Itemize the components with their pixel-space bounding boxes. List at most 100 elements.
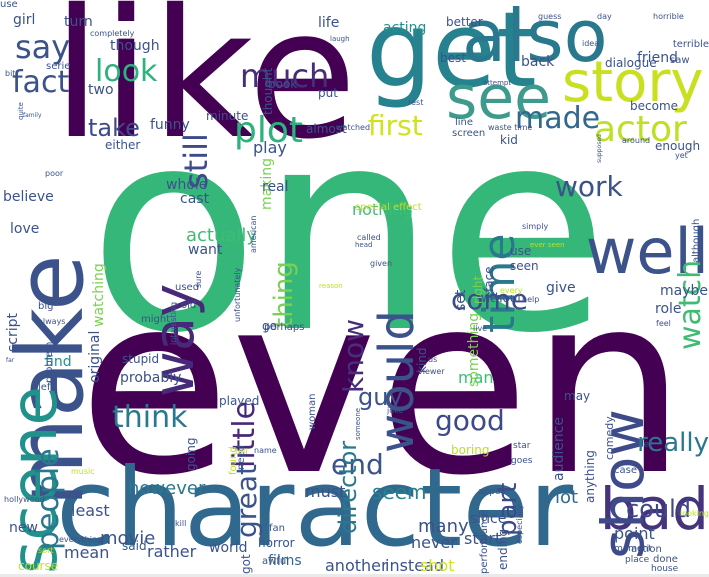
word-tell: tell: [235, 447, 248, 456]
word-give: give: [546, 280, 576, 296]
word-life: life: [318, 15, 340, 31]
word-looking: looking: [679, 509, 709, 518]
word-played: played: [219, 394, 260, 408]
word-music: music: [71, 467, 95, 476]
word-even: even: [78, 242, 688, 530]
word-poor: poor: [45, 169, 64, 178]
word-love: love: [10, 221, 40, 237]
word-moment: moment: [614, 544, 652, 554]
word-live: live: [473, 324, 488, 333]
word-head: head: [355, 241, 373, 249]
word-course: course: [18, 559, 59, 573]
word-actor: actor: [594, 109, 687, 150]
word-put: put: [318, 86, 338, 100]
word-script: script: [5, 313, 21, 353]
word-work: work: [555, 170, 623, 203]
word-want: want: [188, 242, 223, 258]
word-new: new: [9, 520, 38, 536]
word-great: great: [230, 463, 263, 538]
word-woman: woman: [307, 393, 318, 430]
word-family: family: [23, 112, 42, 119]
word-around: around: [622, 136, 651, 145]
word-place: place: [625, 555, 650, 565]
word-line: line: [455, 117, 474, 128]
word-supposed: supposed: [596, 133, 603, 163]
word-boring: boring: [451, 443, 490, 457]
word-performance: performance: [479, 509, 490, 574]
word-watched: watched: [336, 123, 371, 132]
word-end: end: [331, 448, 384, 481]
word-interesting: interesting: [169, 301, 178, 345]
word-kid: kid: [500, 133, 518, 147]
word-almost: almost: [306, 122, 347, 136]
word-especially: especially: [515, 504, 524, 544]
word-real: real: [262, 179, 289, 195]
word-american: american: [249, 215, 258, 254]
word-turn: turn: [64, 14, 93, 30]
word-rather: rather: [147, 542, 197, 561]
word-hollywood: hollywood: [4, 495, 45, 504]
word-come: come: [451, 283, 529, 316]
word-us: us: [428, 355, 438, 364]
word-minute: minute: [206, 109, 249, 123]
word-problem: problem: [44, 341, 55, 383]
word-start: start: [464, 529, 502, 548]
word-day: day: [597, 12, 612, 21]
word-lot: lot: [555, 487, 579, 508]
word-may: may: [564, 389, 591, 403]
word-better: better: [446, 15, 483, 29]
word-thing: thing: [269, 261, 299, 328]
word-yet: yet: [675, 151, 688, 160]
word-like: like: [52, 0, 358, 178]
word-everything: everything: [59, 535, 103, 544]
word-thought: thought: [261, 68, 275, 116]
word-however: however: [128, 478, 206, 499]
word-probably: probably: [120, 370, 182, 386]
word-see: see: [446, 63, 552, 133]
word-least: least: [71, 501, 110, 520]
word-ending: ending: [496, 529, 510, 571]
word-say: say: [15, 28, 71, 66]
word-become: become: [630, 99, 679, 113]
word-far: far: [6, 357, 15, 364]
word-seen: seen: [510, 259, 539, 273]
word-seem: seem: [372, 480, 427, 504]
word-terrible: terrible: [672, 39, 709, 50]
word-guy: guy: [358, 383, 403, 411]
word-horrible: horrible: [653, 12, 684, 21]
word-look: look: [95, 54, 158, 89]
word-plot: plot: [234, 110, 303, 151]
word-never: never: [411, 533, 457, 552]
word-first: first: [368, 109, 423, 142]
word-world: world: [209, 540, 248, 556]
bottom-border: [0, 574, 709, 577]
word-special-effect: special effect: [355, 202, 422, 213]
word-face: face: [482, 266, 496, 292]
word-left: left: [38, 382, 55, 393]
word-book: book: [268, 77, 298, 91]
word-help: help: [522, 295, 540, 304]
word-one: one: [88, 69, 610, 395]
word-joke: joke: [387, 406, 404, 415]
word-play: play: [253, 138, 287, 157]
word-screen: screen: [452, 128, 486, 139]
word-star: star: [513, 441, 531, 451]
word-must: must: [305, 482, 346, 501]
word-find: find: [45, 354, 72, 370]
word-might: might: [141, 314, 171, 325]
word-kill: kill: [175, 519, 187, 528]
word-also: also: [462, 0, 608, 78]
word-though: though: [110, 38, 160, 54]
word-whole: whole: [166, 177, 208, 193]
word-going: going: [184, 437, 198, 471]
word-watching: watching: [91, 263, 107, 328]
word-two: two: [88, 82, 114, 98]
word-every: every: [500, 286, 523, 295]
word-waste-time: waste time: [488, 123, 533, 132]
word-take: take: [88, 114, 140, 142]
word-get: get: [366, 0, 537, 111]
word-enough: enough: [655, 139, 701, 153]
word-saw: saw: [670, 55, 690, 66]
word-good: good: [435, 404, 505, 437]
word-believe: believe: [3, 189, 54, 205]
